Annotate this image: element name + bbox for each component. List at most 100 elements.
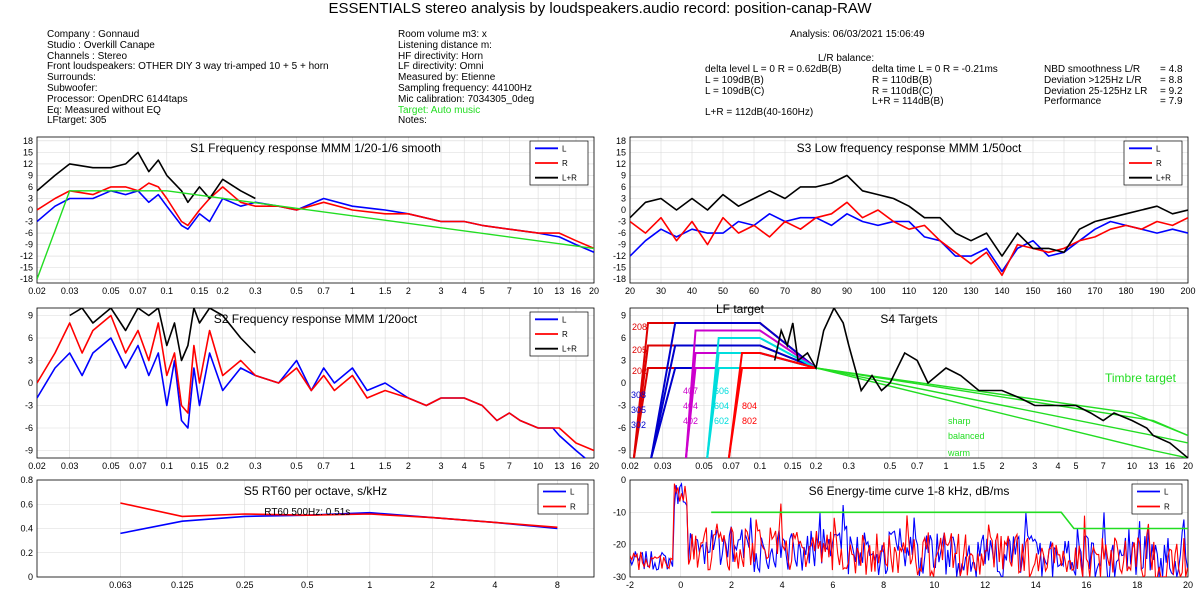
x-tick-label: 20 <box>589 286 599 296</box>
x-tick-label: 0.7 <box>911 461 924 471</box>
series-R-line <box>37 314 594 452</box>
x-tick-label: 5 <box>480 286 485 296</box>
x-tick-label: 2 <box>406 286 411 296</box>
x-tick-label: 2 <box>406 461 411 471</box>
y-tick-label: 0.6 <box>20 499 33 509</box>
x-tick-label: 1 <box>367 580 372 590</box>
lf-target-402 <box>685 367 816 458</box>
nbd-label: Deviation 25-125Hz LR <box>1044 85 1148 97</box>
x-tick-label: 2 <box>999 461 1004 471</box>
chart-s1: 0.02 0.03 0.05 0.07 0.1 0.15 0.2 0.3 0.5 0.7 1 1.5 2… <box>20 136 599 296</box>
x-tick-label: 10 <box>533 286 543 296</box>
info-line: LFtarget: 305 <box>47 115 107 127</box>
chart-s2: 0.02 0.03 0.05 0.07 0.1 0.15 0.2 0.3 0.5 0.7 1 1.5 2… <box>25 307 599 471</box>
y-tick-label: 18 <box>616 136 626 146</box>
x-tick-label: 0.5 <box>290 286 303 296</box>
x-tick-label: 20 <box>589 461 599 471</box>
lr-line: R = 110dB(B) <box>872 74 933 86</box>
info-left-block: Company : Gonnaud Studio : Overkill Cana… <box>47 29 329 127</box>
timbre-target-label: Timbre target <box>1105 371 1177 385</box>
info-line: Channels : Stereo <box>47 50 128 62</box>
x-tick-label: 120 <box>932 286 947 296</box>
target-line: Target: Auto music <box>398 104 481 116</box>
x-tick-label: 0.25 <box>236 580 254 590</box>
lf-target-label: 804 <box>742 401 757 411</box>
y-tick-label: -6 <box>618 228 626 238</box>
x-tick-label: 70 <box>780 286 790 296</box>
lf-target-804 <box>727 352 817 458</box>
lf-target-label: 302 <box>631 420 646 430</box>
x-tick-label: 0.15 <box>191 286 209 296</box>
lr-balance-title: L/R balance: <box>818 53 875 64</box>
x-tick-label: 0.1 <box>161 461 174 471</box>
x-tick-label: 0.03 <box>61 286 79 296</box>
info-line: Processor: OpenDRC 6144taps <box>47 93 188 105</box>
legend-label: L+R <box>562 174 577 183</box>
lr-balance-col1: delta level L = 0 R = 0.62dB(B) L = 109d… <box>705 64 841 97</box>
x-tick-label: 170 <box>1087 286 1102 296</box>
x-tick-label: 0.7 <box>317 286 330 296</box>
y-tick-label: -3 <box>25 401 33 411</box>
lf-target-label: 404 <box>683 401 698 411</box>
info-line: Listening distance m: <box>398 39 492 51</box>
timbre-line-upper <box>815 367 1188 437</box>
x-tick-label: 0 <box>678 580 683 590</box>
x-tick-label: 140 <box>994 286 1009 296</box>
series-LR-line <box>37 151 256 204</box>
info-line: Room volume m3: x <box>398 29 487 40</box>
y-tick-label: -3 <box>618 401 626 411</box>
lf-target-label: 208 <box>632 322 647 332</box>
x-tick-label: 0.5 <box>301 580 314 590</box>
x-tick-label: 1.5 <box>973 461 986 471</box>
x-tick-label: 0.02 <box>621 461 639 471</box>
x-tick-label: 0.7 <box>317 461 330 471</box>
y-tick-label: 0 <box>28 572 33 582</box>
info-line: Company : Gonnaud <box>47 29 140 40</box>
x-tick-label: 0.063 <box>109 580 132 590</box>
info-line: HF directivity: Horn <box>398 50 484 62</box>
lf-target-label: 407 <box>683 386 698 396</box>
lf-target-308 <box>650 322 817 458</box>
lf-target-title: LF target <box>716 302 765 316</box>
legend-label: L <box>1164 488 1169 497</box>
y-tick-label: -18 <box>20 274 33 284</box>
y-tick-label: -30 <box>613 572 626 582</box>
chart-title: S5 RT60 per octave, s/kHz <box>244 484 387 498</box>
y-tick-label: 6 <box>621 182 626 192</box>
legend <box>1131 483 1183 515</box>
x-tick-label: 0.3 <box>249 461 262 471</box>
y-tick-label: 9 <box>28 311 33 321</box>
x-tick-label: 80 <box>811 286 821 296</box>
x-tick-label: 0.2 <box>216 286 229 296</box>
legend-label: R <box>562 330 568 339</box>
info-line: Studio : Overkill Canape <box>47 39 155 51</box>
y-tick-label: 0 <box>621 205 626 215</box>
y-tick-label: -3 <box>618 217 626 227</box>
y-tick-label: -9 <box>25 240 33 250</box>
warm-label: warm <box>947 448 970 458</box>
x-tick-label: 5 <box>480 461 485 471</box>
x-tick-label: 10 <box>1127 461 1137 471</box>
x-tick-label: 0.1 <box>161 286 174 296</box>
lr-low: L+R = 112dB(40-160Hz) <box>705 107 814 118</box>
info-line: Mic calibration: 7034305_0deg <box>398 93 535 105</box>
lr-line: R = 110dB(C) <box>872 85 933 97</box>
y-tick-label: 0 <box>28 205 33 215</box>
x-tick-label: 1 <box>350 461 355 471</box>
legend-label: L <box>562 144 567 153</box>
page-title: ESSENTIALS stereo analysis by loudspeake… <box>328 0 872 17</box>
y-tick-label: 0.4 <box>20 524 33 534</box>
lf-target-label: 802 <box>742 416 757 426</box>
x-tick-label: 7 <box>507 286 512 296</box>
series-L-line <box>37 337 587 458</box>
legend-label: L+R <box>1156 174 1171 183</box>
info-line: Front loudspeakers: OTHER DIY 3 way tri-… <box>47 61 329 73</box>
rt60-annotation: RT60 500Hz: 0.51s <box>264 507 350 518</box>
x-tick-label: 2 <box>729 580 734 590</box>
lf-target-label: 308 <box>631 390 646 400</box>
chart-title: S4 Targets <box>880 312 937 326</box>
x-tick-label: 0.02 <box>28 286 46 296</box>
x-tick-label: 4 <box>492 580 497 590</box>
